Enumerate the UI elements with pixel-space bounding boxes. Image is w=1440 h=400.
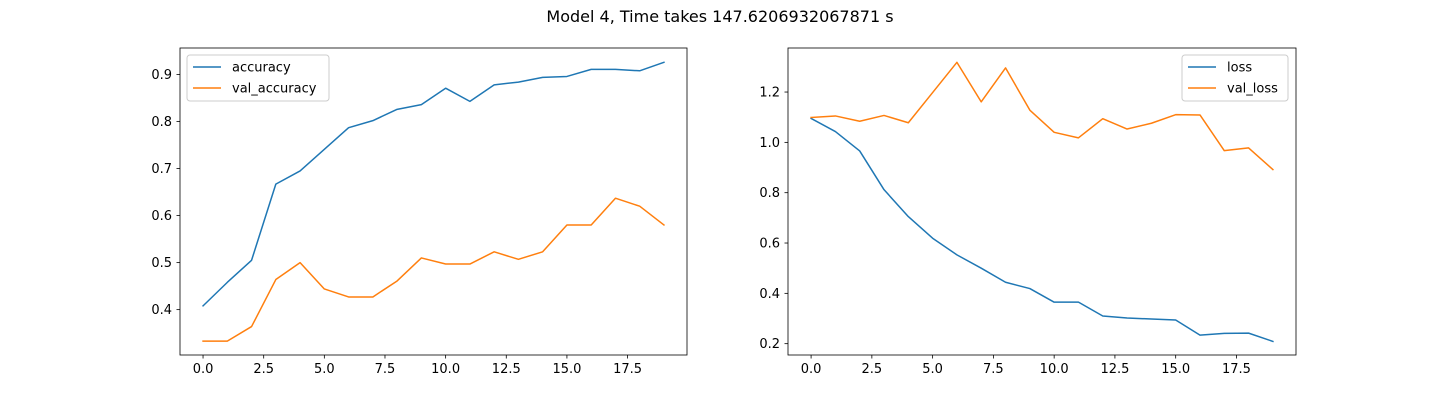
x-tick-label: 7.5 — [375, 362, 396, 377]
accuracy-plot: 0.0 2.5 5.0 7.5 10.0 12.5 15.0 17.5 0.4 0.5 0.6 0.7… — [151, 47, 688, 377]
y-tick-label: 0.6 — [759, 237, 780, 252]
y-tick-label: 0.8 — [151, 115, 172, 130]
x-tick-label: 2.5 — [253, 362, 274, 377]
x-tick-label: 0.0 — [193, 362, 214, 377]
x-tick-label: 15.0 — [1161, 362, 1190, 377]
loss-plot: 0.0 2.5 5.0 7.5 10.0 12.5 15.0 17.5 0.2 0.4 0.6 0.8… — [759, 47, 1297, 377]
x-tick-label: 12.5 — [492, 362, 521, 377]
x-tick-label: 7.5 — [983, 362, 1004, 377]
y-tick-label: 0.4 — [759, 287, 780, 302]
y-tick-label: 0.5 — [151, 256, 172, 271]
x-tick-label: 12.5 — [1100, 362, 1129, 377]
x-tick-label: 17.5 — [1222, 362, 1251, 377]
y-tick-label: 0.9 — [151, 68, 172, 83]
y-tick-label: 0.2 — [759, 337, 780, 352]
series-line-loss — [810, 117, 1274, 343]
axes-frame — [179, 47, 688, 356]
legend-label-val_loss: val_loss — [1227, 82, 1278, 97]
x-tick-label: 10.0 — [1040, 362, 1069, 377]
series-line-accuracy — [201, 61, 665, 307]
legend-label-loss: loss — [1227, 61, 1252, 76]
legend-label-accuracy: accuracy — [232, 61, 291, 76]
legend-label-val_accuracy: val_accuracy — [232, 82, 317, 97]
legend: loss val_loss — [1181, 54, 1289, 102]
y-tick-label: 0.4 — [151, 303, 172, 318]
legend-box — [186, 54, 330, 102]
y-tick-label: 0.7 — [151, 162, 172, 177]
y-tick-label: 1.2 — [759, 86, 780, 101]
x-tick-label: 15.0 — [552, 362, 581, 377]
legend: accuracy val_accuracy — [186, 54, 330, 102]
series-line-val_loss — [810, 61, 1274, 171]
x-tick-label: 2.5 — [862, 362, 883, 377]
axes-frame — [787, 47, 1297, 356]
x-tick-label: 5.0 — [922, 362, 943, 377]
y-tick-label: 0.8 — [759, 186, 780, 201]
y-tick-label: 0.6 — [151, 209, 172, 224]
series-line-val_accuracy — [202, 197, 666, 342]
y-tick-label: 1.0 — [759, 136, 780, 151]
x-tick-label: 5.0 — [314, 362, 335, 377]
figure-title: Model 4, Time takes 147.6206932067871 s — [546, 7, 893, 26]
x-tick-label: 10.0 — [431, 362, 460, 377]
x-tick-label: 0.0 — [801, 362, 822, 377]
x-tick-label: 17.5 — [613, 362, 642, 377]
